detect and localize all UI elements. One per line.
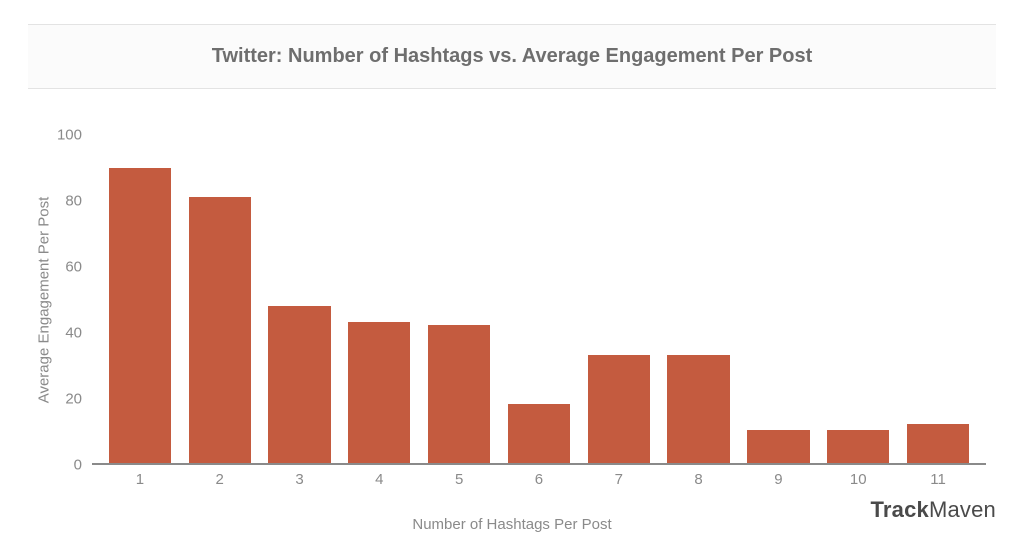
x-tick: 4 bbox=[339, 471, 419, 488]
bar bbox=[588, 355, 650, 463]
bar bbox=[428, 325, 490, 463]
bar bbox=[109, 168, 171, 463]
plot-area: Average Engagement Per Post 020406080100 bbox=[92, 135, 986, 465]
bar-slot bbox=[419, 135, 499, 463]
bars-group bbox=[92, 135, 986, 463]
bar bbox=[667, 355, 729, 463]
x-tick: 3 bbox=[260, 471, 340, 488]
bar bbox=[268, 306, 330, 463]
bar-slot bbox=[339, 135, 419, 463]
bar-slot bbox=[499, 135, 579, 463]
chart-container: Twitter: Number of Hashtags vs. Average … bbox=[0, 0, 1024, 537]
bar-slot bbox=[898, 135, 978, 463]
x-axis-label: Number of Hashtags Per Post bbox=[28, 516, 996, 533]
y-tick: 20 bbox=[65, 391, 82, 408]
brand-part2: Maven bbox=[929, 497, 996, 522]
bar-slot bbox=[180, 135, 260, 463]
x-tick: 2 bbox=[180, 471, 260, 488]
y-axis-label: Average Engagement Per Post bbox=[36, 197, 53, 404]
bar-slot bbox=[818, 135, 898, 463]
y-tick: 40 bbox=[65, 325, 82, 342]
bar bbox=[907, 424, 969, 463]
bar-slot bbox=[100, 135, 180, 463]
bar-slot bbox=[739, 135, 819, 463]
x-tick: 1 bbox=[100, 471, 180, 488]
brand-logo: TrackMaven bbox=[870, 497, 996, 523]
x-tick: 7 bbox=[579, 471, 659, 488]
bar-slot bbox=[260, 135, 340, 463]
x-axis-ticks: 1234567891011 bbox=[92, 465, 986, 488]
bar-slot bbox=[659, 135, 739, 463]
chart-title: Twitter: Number of Hashtags vs. Average … bbox=[38, 45, 986, 68]
bar bbox=[189, 197, 251, 463]
x-tick: 5 bbox=[419, 471, 499, 488]
bar-slot bbox=[579, 135, 659, 463]
x-tick: 9 bbox=[739, 471, 819, 488]
bar bbox=[747, 430, 809, 463]
bar bbox=[827, 430, 889, 463]
y-tick: 80 bbox=[65, 193, 82, 210]
chart-canvas bbox=[92, 135, 986, 465]
bar bbox=[348, 322, 410, 463]
brand-part1: Track bbox=[870, 497, 929, 522]
title-band: Twitter: Number of Hashtags vs. Average … bbox=[28, 24, 996, 89]
x-tick: 11 bbox=[898, 471, 978, 488]
x-tick: 10 bbox=[818, 471, 898, 488]
y-tick: 100 bbox=[57, 127, 82, 144]
x-tick: 8 bbox=[659, 471, 739, 488]
y-tick: 0 bbox=[74, 457, 82, 474]
bar bbox=[508, 404, 570, 463]
x-tick: 6 bbox=[499, 471, 579, 488]
y-tick: 60 bbox=[65, 259, 82, 276]
